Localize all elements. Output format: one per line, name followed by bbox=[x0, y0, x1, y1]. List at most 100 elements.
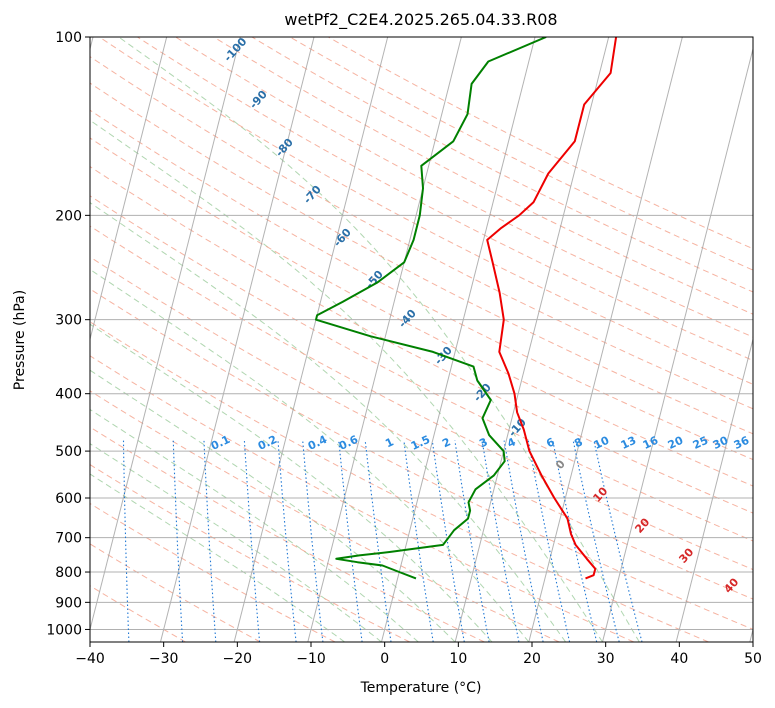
dry-adiabat-line bbox=[90, 195, 753, 542]
mixing-ratio-label: 2 bbox=[440, 435, 452, 450]
mixing-ratio-lines bbox=[122, 440, 643, 642]
mixing-ratio-line bbox=[277, 440, 297, 642]
isobars bbox=[90, 37, 753, 630]
mixing-ratio-label: 16 bbox=[641, 434, 661, 452]
dry-adiabat-line bbox=[90, 355, 635, 642]
mixing-ratio-label: 3 bbox=[477, 435, 489, 450]
mixing-ratio-line bbox=[122, 440, 130, 642]
y-tick-label: 600 bbox=[55, 491, 82, 507]
mixing-ratio-label: 25 bbox=[691, 434, 710, 452]
dry-adiabat-line bbox=[90, 321, 709, 642]
mixing-ratio-label: 0.2 bbox=[256, 433, 279, 453]
dry-adiabat-line bbox=[90, 464, 410, 642]
dry-adiabat-line bbox=[289, 37, 753, 271]
mixing-ratio-label: 13 bbox=[619, 434, 638, 452]
mixing-ratio-line bbox=[403, 440, 434, 642]
isotherms bbox=[90, 37, 753, 642]
x-tick-label: 20 bbox=[523, 651, 541, 667]
dry-adiabat-line bbox=[90, 390, 560, 642]
mixing-ratio-label: 10 bbox=[592, 434, 612, 452]
isotherm-line bbox=[454, 37, 610, 642]
dry-adiabat-line bbox=[90, 82, 753, 435]
mixing-ratio-line bbox=[431, 440, 465, 642]
isotherm-line bbox=[159, 37, 315, 642]
isotherm-line bbox=[749, 627, 753, 642]
moist-adiabat-label: 30 bbox=[676, 545, 696, 565]
isotherm-line bbox=[90, 37, 241, 632]
mixing-ratio-line bbox=[364, 440, 392, 642]
x-axis-label: Temperature (°C) bbox=[360, 680, 482, 696]
moist-adiabats bbox=[90, 37, 640, 642]
isotherm-label: -70 bbox=[301, 183, 324, 207]
mixing-ratio-line bbox=[203, 440, 217, 642]
moist-adiabat-line bbox=[90, 119, 603, 642]
y-axis-ticks: 100 200 300 400 500 600 700 800 900 1000 bbox=[46, 30, 90, 638]
x-tick-label: 50 bbox=[744, 651, 762, 667]
isotherm-label: -100 bbox=[221, 35, 249, 64]
isotherm-label: -40 bbox=[396, 307, 419, 331]
dry-adiabat-line bbox=[90, 256, 753, 600]
dry-adiabat-line bbox=[90, 288, 753, 630]
mixing-ratio-label: 36 bbox=[732, 434, 752, 452]
isotherm-line bbox=[233, 37, 389, 642]
isotherm-line bbox=[528, 37, 683, 642]
mixing-ratio-label: 30 bbox=[711, 434, 731, 452]
moist-adiabat-line bbox=[90, 473, 345, 642]
plot-area: -100-90-80-70-60-50-40-30-20-100.1 0.2 0.4… bbox=[90, 35, 753, 642]
moist-adiabat-line bbox=[90, 369, 456, 642]
mixing-ratio-line bbox=[172, 440, 184, 642]
temperature-profile-line bbox=[486, 37, 618, 580]
moist-adiabat-line bbox=[90, 202, 567, 642]
mixing-ratio-label: 1 bbox=[383, 435, 395, 450]
mixing-ratio-label: 8 bbox=[572, 435, 584, 450]
moist-adiabat-line bbox=[90, 443, 382, 642]
line-labels: -100-90-80-70-60-50-40-30-20-100.1 0.2 0.4… bbox=[209, 35, 752, 596]
sounding-profiles bbox=[315, 37, 618, 580]
x-tick-label: 0 bbox=[380, 651, 389, 667]
isotherm-line bbox=[90, 37, 168, 342]
mixing-ratio-label: 20 bbox=[666, 434, 686, 452]
dry-adiabat-line bbox=[90, 225, 753, 571]
y-tick-label: 300 bbox=[55, 313, 82, 329]
y-axis-label: Pressure (hPa) bbox=[12, 290, 28, 390]
x-tick-label: −10 bbox=[296, 651, 326, 667]
x-tick-label: −30 bbox=[149, 651, 179, 667]
x-tick-label: −40 bbox=[75, 651, 105, 667]
x-tick-label: −20 bbox=[223, 651, 253, 667]
mixing-ratio-label: 0.4 bbox=[306, 433, 329, 453]
zero-label: 0 bbox=[553, 457, 568, 472]
moist-adiabat-line bbox=[118, 37, 640, 642]
y-tick-label: 100 bbox=[55, 30, 82, 46]
dry-adiabat-line bbox=[90, 56, 753, 410]
mixing-ratio-line bbox=[302, 440, 324, 642]
moist-adiabat-line bbox=[90, 268, 530, 642]
mixing-ratio-line bbox=[503, 440, 544, 642]
x-tick-label: 10 bbox=[449, 651, 467, 667]
isotherm-label: -80 bbox=[273, 136, 296, 160]
mixing-ratio-line bbox=[593, 440, 643, 642]
isotherm-line bbox=[380, 37, 536, 642]
mixing-ratio-line bbox=[243, 440, 261, 642]
y-tick-label: 200 bbox=[55, 208, 82, 224]
isotherm-label: -90 bbox=[247, 88, 270, 112]
moist-adiabat-label: 40 bbox=[721, 575, 741, 595]
mixing-ratio-line bbox=[572, 440, 620, 642]
dry-adiabat-line bbox=[90, 543, 261, 642]
y-tick-label: 500 bbox=[55, 444, 82, 460]
dewpoint-profile-line bbox=[315, 37, 547, 580]
y-tick-label: 400 bbox=[55, 387, 82, 403]
chart-title: wetPf2_C2E4.2025.265.04.33.R08 bbox=[284, 10, 557, 30]
y-tick-label: 900 bbox=[55, 595, 82, 611]
y-tick-label: 800 bbox=[55, 565, 82, 581]
plot-frame bbox=[89, 36, 754, 643]
mixing-ratio-line bbox=[454, 440, 490, 642]
y-tick-label: 1000 bbox=[46, 622, 82, 638]
x-axis-ticks: −40 −30 −20 −10 0 10 20 30 40 50 bbox=[75, 642, 762, 667]
isotherm-line bbox=[601, 46, 753, 642]
x-tick-label: 40 bbox=[670, 651, 688, 667]
y-tick-label: 700 bbox=[55, 531, 82, 547]
mixing-ratio-line bbox=[338, 440, 363, 642]
dry-adiabat-line bbox=[90, 109, 753, 461]
x-tick-label: 30 bbox=[597, 651, 615, 667]
